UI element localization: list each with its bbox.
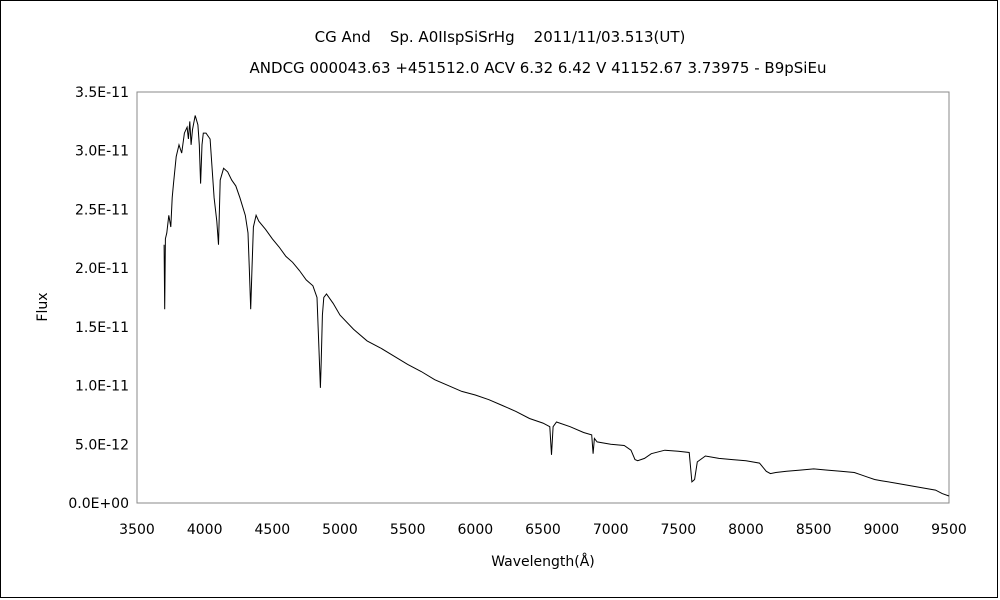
x-tick-label: 5000 bbox=[322, 522, 358, 538]
x-tick-label: 7000 bbox=[593, 522, 629, 538]
x-tick-label: 3500 bbox=[119, 522, 155, 538]
chart-title: CG And Sp. A0IIspSiSrHg 2011/11/03.513(U… bbox=[315, 28, 686, 46]
x-tick-label: 5500 bbox=[390, 522, 426, 538]
x-tick-label: 7500 bbox=[661, 522, 697, 538]
y-axis-ticks: 0.0E+00 5.0E-12 1.0E-11 1.5E-11 2.0E-11 2.5E-… bbox=[68, 85, 129, 512]
x-tick-label: 6000 bbox=[458, 522, 494, 538]
y-axis-label: Flux bbox=[35, 292, 51, 321]
y-tick-label: 1.0E-11 bbox=[75, 379, 129, 395]
y-tick-label: 3.5E-11 bbox=[75, 85, 129, 101]
chart-subtitle: ANDCG 000043.63 +451512.0 ACV 6.32 6.42 … bbox=[250, 59, 827, 77]
y-tick-label: 2.0E-11 bbox=[75, 261, 129, 277]
plot-area bbox=[136, 91, 950, 504]
y-tick-label: 0.0E+00 bbox=[68, 496, 129, 512]
x-tick-label: 9000 bbox=[864, 522, 900, 538]
y-tick-label: 2.5E-11 bbox=[75, 202, 129, 218]
y-tick-label: 1.5E-11 bbox=[75, 320, 129, 336]
x-tick-label: 8500 bbox=[796, 522, 832, 538]
y-tick-label: 3.0E-11 bbox=[75, 144, 129, 160]
x-axis-ticks: 3500 4000 4500 5000 5500 6000 6500 7000 7500 8000… bbox=[119, 522, 967, 538]
spectrum-line bbox=[163, 115, 950, 497]
x-tick-label: 8000 bbox=[728, 522, 764, 538]
x-axis-label: Wavelength(Å) bbox=[491, 553, 595, 570]
x-tick-label: 9500 bbox=[931, 522, 967, 538]
x-tick-label: 6500 bbox=[525, 522, 561, 538]
y-tick-label: 5.0E-12 bbox=[75, 437, 129, 453]
x-tick-label: 4000 bbox=[187, 522, 223, 538]
x-tick-label: 4500 bbox=[255, 522, 291, 538]
